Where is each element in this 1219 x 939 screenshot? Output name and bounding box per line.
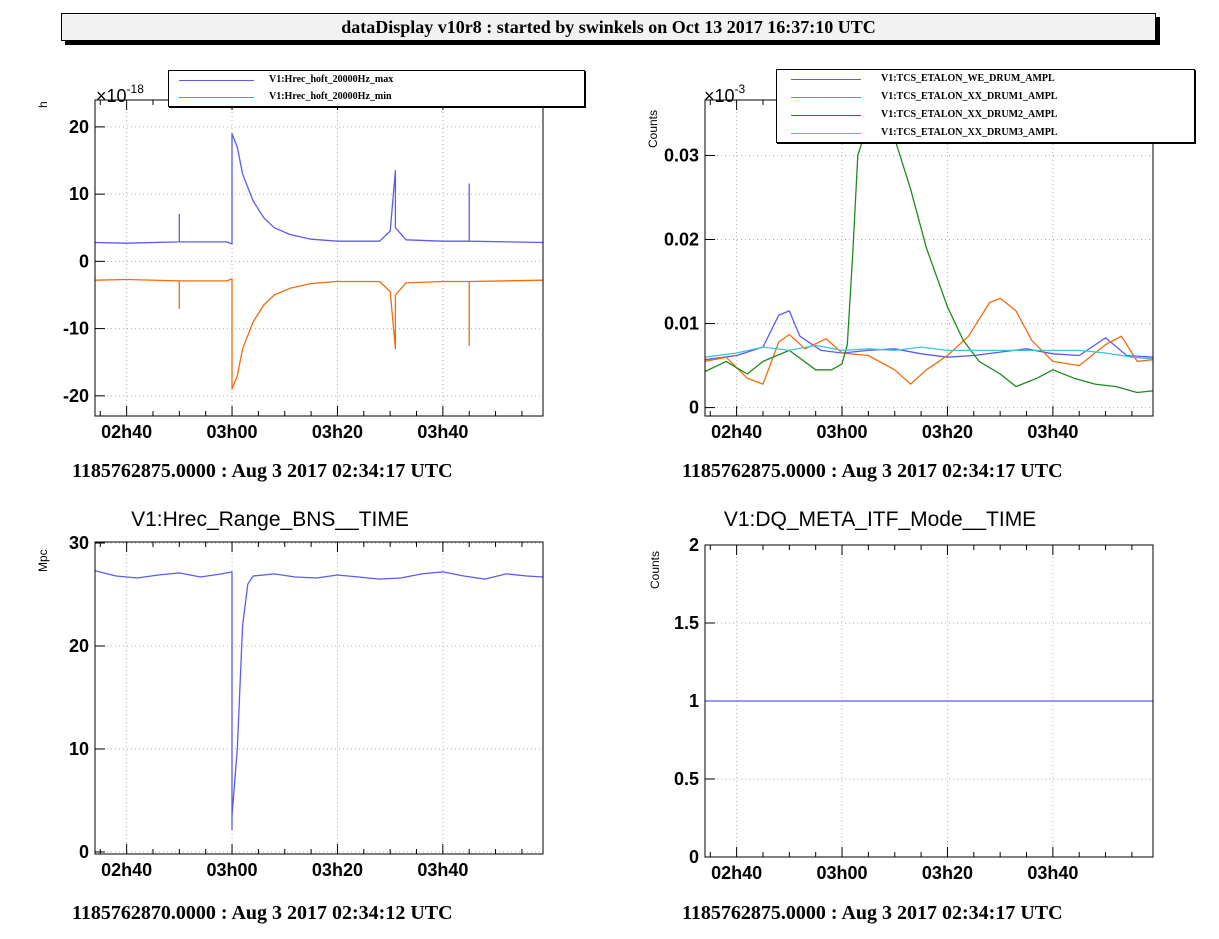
y-axis-title: Mpc xyxy=(36,549,50,572)
y-tick-label: -10 xyxy=(63,319,89,339)
plot-frame xyxy=(94,541,544,855)
timestamp-label: 1185762870.0000 : Aug 3 2017 02:34:12 UT… xyxy=(72,902,453,924)
y-tick-label: 2 xyxy=(689,535,699,555)
plot-etalon-drums: 02h40 03h00 03h20 03h40 0 0.01 0.02 0.03 xyxy=(664,99,1154,442)
legend-label-drum2: V1:TCS_ETALON_XX_DRUM2_AMPL xyxy=(881,109,1058,120)
legend-swatch-we-drum xyxy=(791,79,861,80)
y-tick-label: 30 xyxy=(69,533,89,553)
x-tick-label: 03h00 xyxy=(207,422,258,442)
y-tick-label: 1.5 xyxy=(674,613,699,633)
y-tick-label: 20 xyxy=(69,636,89,656)
x-tick-label: 02h40 xyxy=(711,863,762,883)
x-tick-label: 03h40 xyxy=(417,860,468,880)
exponent-base: ×10 xyxy=(704,86,735,106)
x-tick-label: 03h40 xyxy=(1027,863,1078,883)
panel-etalon-drums: 02h40 03h00 03h20 03h40 0 0.01 0.02 0.03 Counts… xyxy=(610,0,1219,490)
plot-frame xyxy=(704,544,1154,858)
series-line-1 xyxy=(704,297,1154,385)
y-tick-label: 0.01 xyxy=(664,314,699,334)
y-tick-label: 10 xyxy=(69,739,89,759)
y-axis-title: Counts xyxy=(648,550,662,589)
legend: V1:Hrec_hoft_20000Hz_max V1:Hrec_hoft_20… xyxy=(168,70,585,107)
x-tick-label: 03h40 xyxy=(1027,422,1078,442)
timestamp-label: 1185762875.0000 : Aug 3 2017 02:34:17 UT… xyxy=(72,460,453,482)
legend-label-we-drum: V1:TCS_ETALON_WE_DRUM_AMPL xyxy=(881,73,1055,84)
x-tick-label: 02h40 xyxy=(101,860,152,880)
y-axis-title: h xyxy=(36,101,50,108)
x-tick-label: 03h20 xyxy=(312,860,363,880)
y-axis-exponent: ×10-3 xyxy=(704,82,746,107)
plot-title: V1:DQ_META_ITF_Mode__TIME xyxy=(723,508,1037,531)
legend-label-max: V1:Hrec_hoft_20000Hz_max xyxy=(269,74,394,85)
timestamp-label: 1185762875.0000 : Aug 3 2017 02:34:17 UT… xyxy=(682,460,1063,482)
legend-swatch-drum1 xyxy=(791,97,861,98)
series-line-3 xyxy=(704,344,1154,360)
legend-swatch-drum2 xyxy=(791,115,861,116)
legend-label-drum3: V1:TCS_ETALON_XX_DRUM3_AMPL xyxy=(881,127,1058,138)
x-tick-label: 03h00 xyxy=(817,422,868,442)
panel-itf-mode: 02h40 03h00 03h20 03h40 0 0.5 1 1.5 2 V1:DQ_META… xyxy=(610,490,1219,939)
x-tick-label: 03h00 xyxy=(817,863,868,883)
timestamp-label: 1185762875.0000 : Aug 3 2017 02:34:17 UT… xyxy=(682,902,1063,924)
y-axis-title: Counts xyxy=(646,109,660,148)
x-tick-label: 02h40 xyxy=(101,422,152,442)
y-tick-label: -20 xyxy=(63,386,89,406)
exponent-base: ×10 xyxy=(96,86,127,106)
x-tick-label: 03h20 xyxy=(922,422,973,442)
y-tick-label: 0.03 xyxy=(664,145,699,165)
y-tick-label: 0 xyxy=(689,398,699,418)
x-tick-label: 03h20 xyxy=(312,422,363,442)
plot-title: V1:Hrec_Range_BNS__TIME xyxy=(131,508,409,531)
y-tick-label: 0.02 xyxy=(664,230,699,250)
y-axis-exponent: ×10-18 xyxy=(96,82,144,107)
y-tick-label: 10 xyxy=(69,184,89,204)
plot-range-bns: 02h40 03h00 03h20 03h40 0 10 20 30 xyxy=(69,533,544,880)
window-title: dataDisplay v10r8 : started by swinkels … xyxy=(341,16,876,37)
exponent-power: -18 xyxy=(126,82,144,96)
y-tick-label: 0 xyxy=(689,847,699,867)
x-tick-label: 03h40 xyxy=(417,422,468,442)
series-line-0 xyxy=(704,310,1154,361)
series-line-0 xyxy=(94,132,544,245)
series-line-1 xyxy=(94,278,544,390)
y-tick-label: 1 xyxy=(689,691,699,711)
legend-swatch-drum3 xyxy=(791,133,861,134)
x-tick-label: 03h20 xyxy=(922,863,973,883)
x-tick-label: 03h00 xyxy=(207,860,258,880)
x-tick-label: 02h40 xyxy=(711,422,762,442)
legend: V1:TCS_ETALON_WE_DRUM_AMPL V1:TCS_ETALON… xyxy=(776,69,1195,143)
panel-hrec-hoft: 02h40 03h00 03h20 03h40 -20 -10 0 10 20 h ×10-18… xyxy=(0,0,610,490)
legend-swatch-max xyxy=(179,80,254,81)
exponent-power: -3 xyxy=(734,82,746,96)
plot-frame xyxy=(94,99,544,417)
y-tick-label: 0 xyxy=(79,251,89,271)
y-tick-label: 20 xyxy=(69,117,89,137)
legend-swatch-min xyxy=(179,97,254,98)
window-title-banner: dataDisplay v10r8 : started by swinkels … xyxy=(61,13,1156,41)
series-line-0 xyxy=(94,570,544,830)
y-tick-label: 0 xyxy=(79,842,89,862)
series-line-2 xyxy=(704,121,1154,394)
plot-itf-mode: 02h40 03h00 03h20 03h40 0 0.5 1 1.5 2 xyxy=(674,535,1154,883)
panel-range-bns: 02h40 03h00 03h20 03h40 0 10 20 30 V1:Hrec_Rang… xyxy=(0,490,610,939)
legend-label-drum1: V1:TCS_ETALON_XX_DRUM1_AMPL xyxy=(881,91,1058,102)
y-tick-label: 0.5 xyxy=(674,769,699,789)
legend-label-min: V1:Hrec_hoft_20000Hz_min xyxy=(269,91,392,102)
